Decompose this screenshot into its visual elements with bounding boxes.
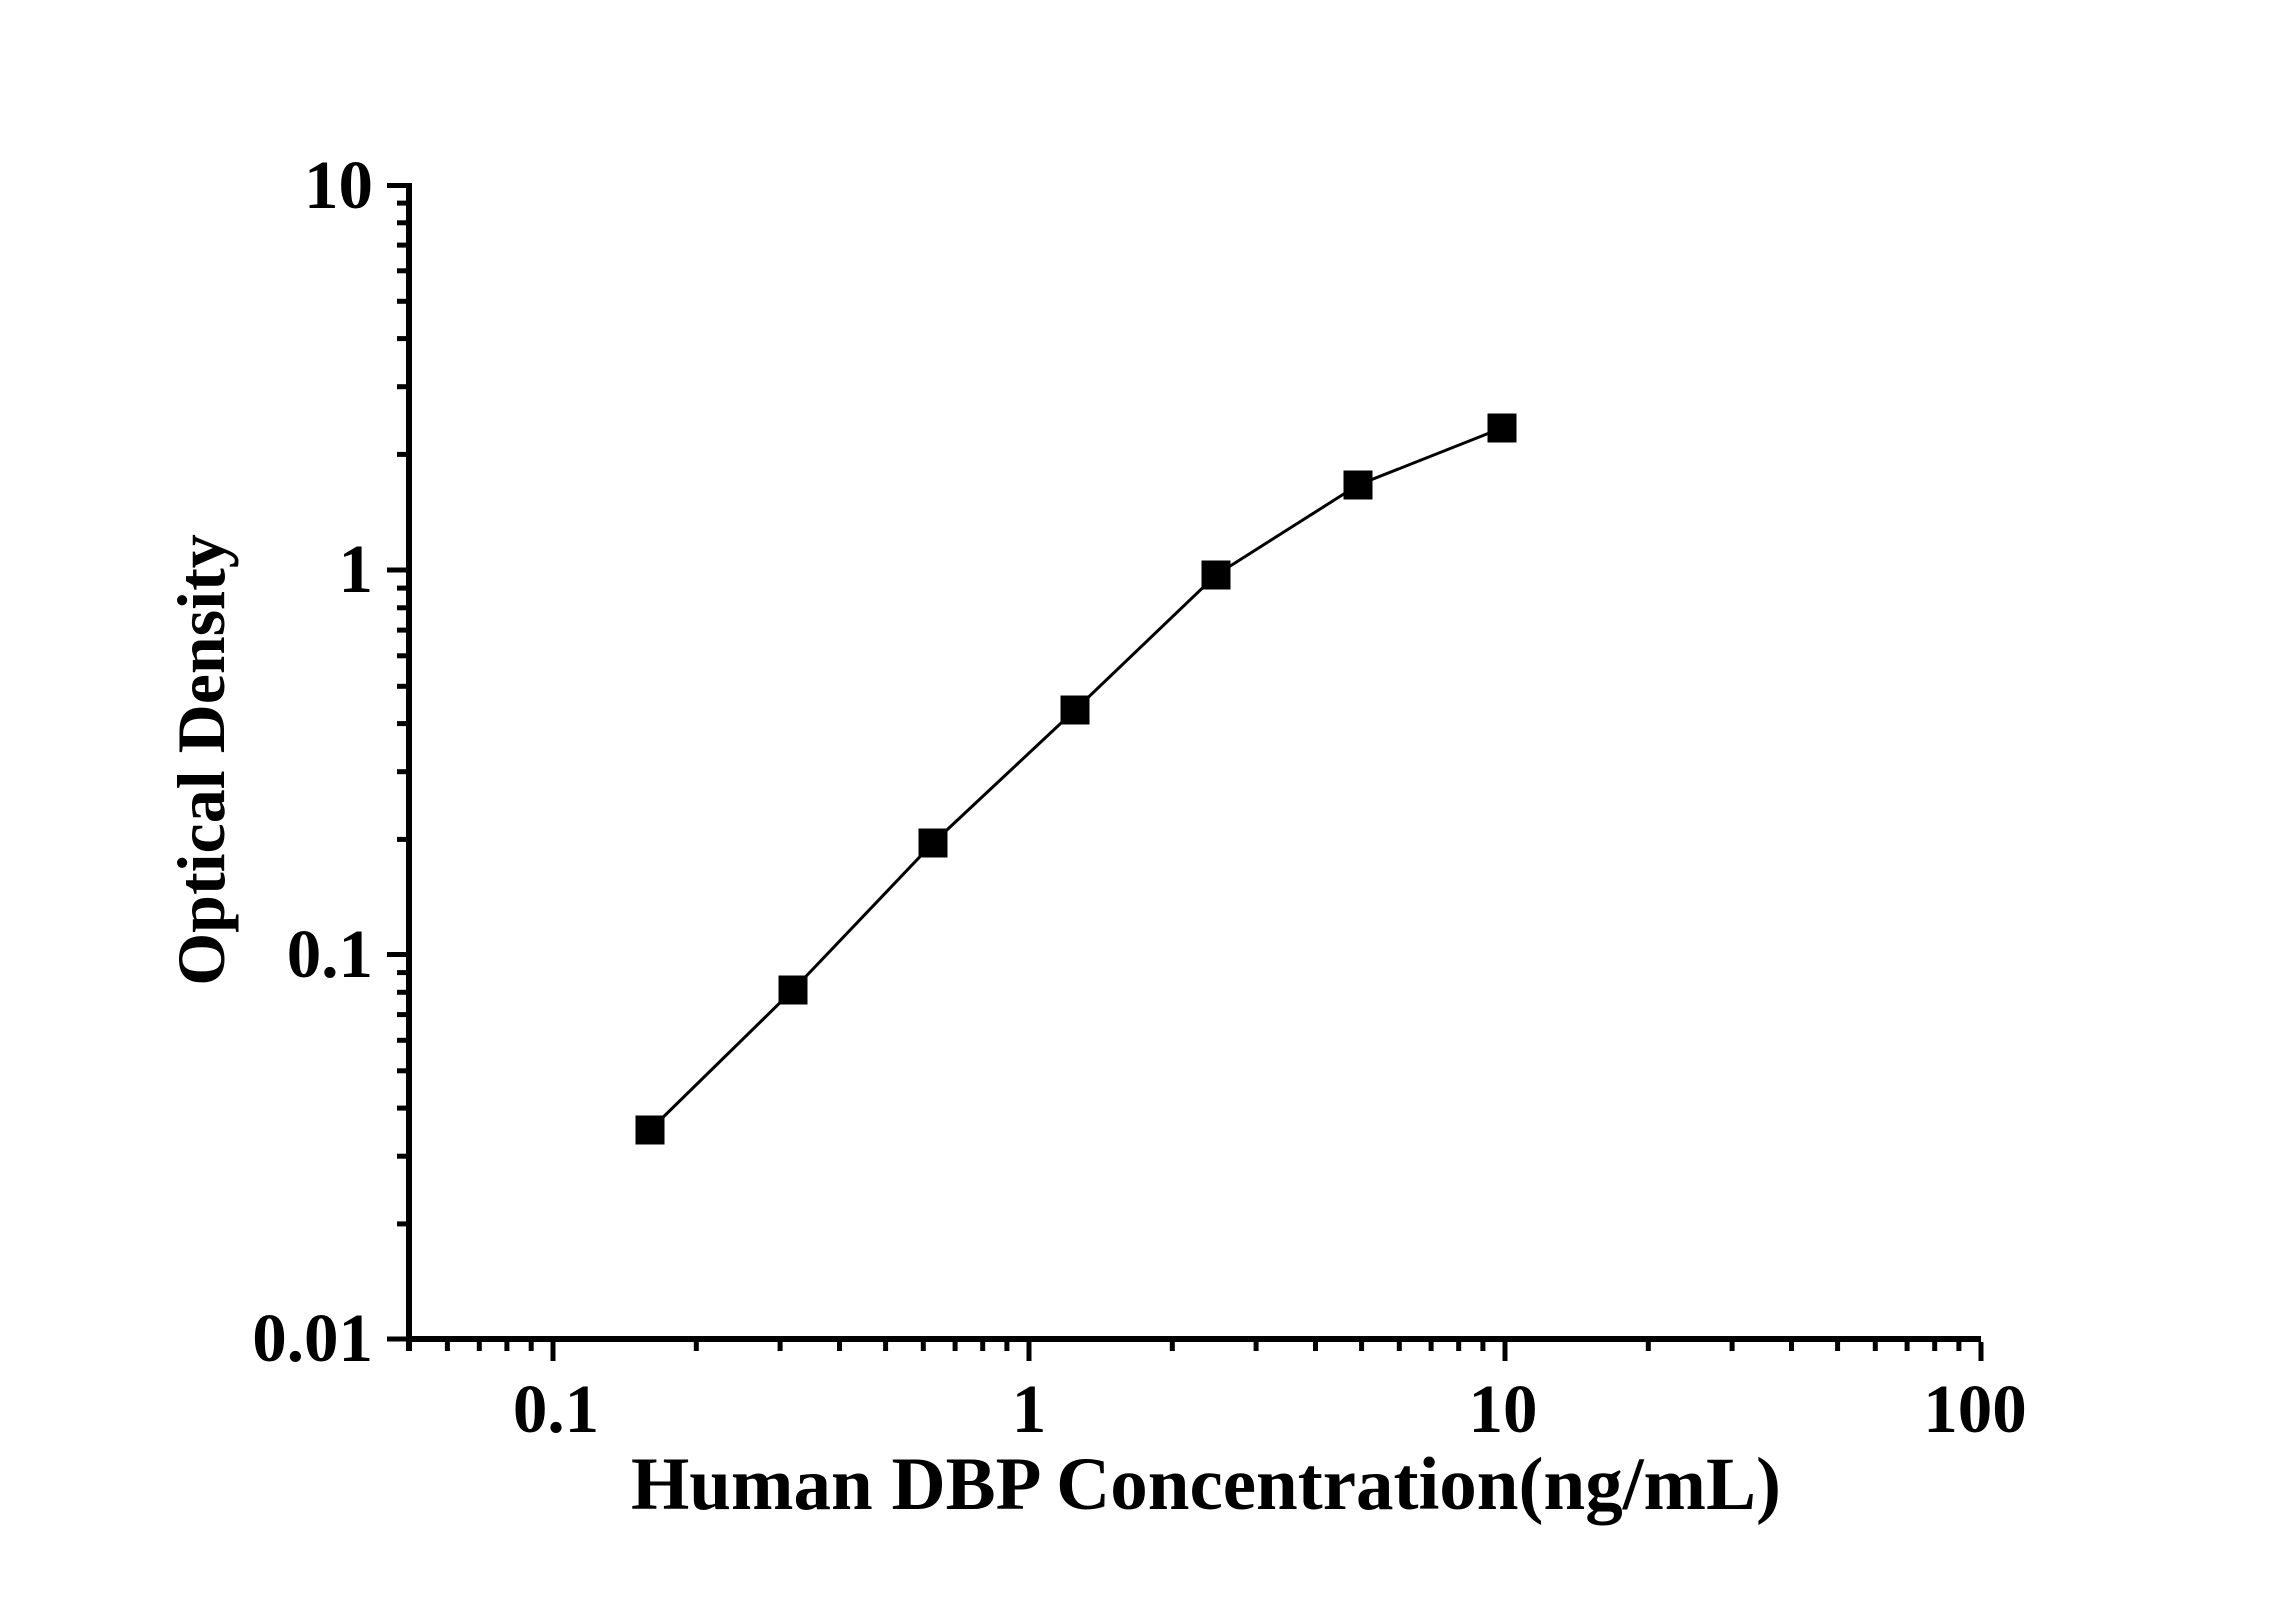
svg-text:1: 1: [339, 531, 374, 607]
svg-text:0.01: 0.01: [252, 1300, 373, 1376]
svg-text:1: 1: [1012, 1371, 1047, 1447]
svg-text:10: 10: [1469, 1371, 1538, 1447]
svg-text:10: 10: [304, 147, 373, 223]
svg-text:Optical Density: Optical Density: [163, 534, 239, 985]
svg-text:0.1: 0.1: [513, 1371, 599, 1447]
svg-text:0.1: 0.1: [287, 916, 373, 992]
svg-text:Human DBP Concentration(ng/mL): Human DBP Concentration(ng/mL): [631, 1443, 1781, 1526]
svg-text:100: 100: [1923, 1371, 2027, 1447]
